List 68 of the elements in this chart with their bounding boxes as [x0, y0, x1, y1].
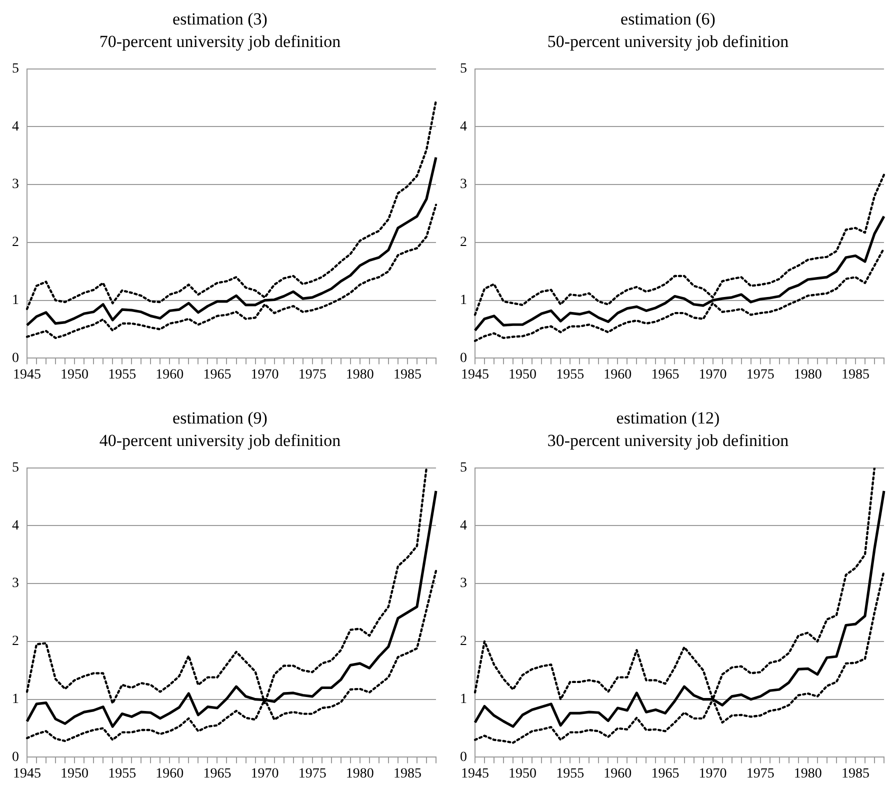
y-tick-label: 0: [460, 750, 467, 765]
chart-title: estimation (3): [172, 10, 268, 29]
y-tick-label: 3: [12, 576, 19, 592]
chart-title: estimation (9): [172, 408, 268, 428]
x-tick-label: 1965: [651, 766, 680, 782]
x-tick-label: 1950: [508, 766, 537, 782]
x-tick-label: 1970: [250, 367, 279, 382]
y-tick-label: 4: [12, 518, 19, 534]
x-tick-label: 1945: [13, 367, 41, 382]
x-tick-label: 1975: [298, 766, 326, 782]
x-tick-label: 1985: [841, 766, 870, 782]
chart-title: estimation (6): [620, 10, 716, 29]
x-tick-label: 1960: [604, 367, 632, 382]
x-tick-label: 1945: [13, 766, 41, 782]
y-tick-label: 1: [12, 292, 19, 308]
x-tick-label: 1965: [203, 766, 232, 782]
y-tick-label: 2: [12, 235, 19, 250]
x-tick-label: 1955: [556, 766, 584, 782]
x-tick-label: 1970: [698, 766, 727, 782]
y-tick-label: 0: [460, 350, 467, 366]
y-tick-label: 4: [12, 119, 19, 134]
x-tick-label: 1970: [698, 367, 727, 382]
x-tick-label: 1960: [604, 766, 632, 782]
y-tick-label: 3: [12, 177, 19, 192]
chart-subtitle: 50-percent university job definition: [547, 32, 790, 52]
chart-subtitle: 40-percent university job definition: [99, 431, 342, 450]
x-tick-label: 1975: [298, 367, 326, 382]
y-tick-label: 2: [460, 235, 467, 250]
y-tick-label: 1: [12, 692, 19, 707]
y-tick-label: 3: [460, 576, 467, 592]
x-tick-label: 1985: [841, 367, 870, 382]
x-tick-label: 1950: [508, 367, 537, 382]
x-tick-label: 1970: [250, 766, 279, 782]
y-tick-label: 3: [460, 177, 467, 192]
y-tick-label: 5: [12, 61, 19, 76]
y-tick-label: 0: [12, 350, 19, 366]
x-tick-label: 1945: [461, 367, 489, 382]
y-tick-label: 1: [460, 292, 467, 308]
y-tick-label: 4: [460, 518, 467, 534]
chart-title: estimation (12): [616, 408, 720, 428]
x-tick-label: 1985: [393, 367, 422, 382]
y-tick-label: 0: [12, 750, 19, 765]
y-tick-label: 1: [460, 692, 467, 707]
x-tick-label: 1950: [60, 367, 89, 382]
y-tick-label: 5: [460, 61, 467, 76]
x-tick-label: 1980: [346, 766, 374, 782]
x-tick-label: 1965: [651, 367, 680, 382]
x-tick-label: 1965: [203, 367, 232, 382]
x-tick-label: 1980: [794, 367, 822, 382]
y-tick-label: 2: [12, 634, 19, 650]
x-tick-label: 1985: [393, 766, 422, 782]
x-tick-label: 1960: [156, 766, 184, 782]
x-tick-label: 1955: [108, 367, 136, 382]
y-tick-label: 5: [460, 460, 467, 476]
x-tick-label: 1975: [746, 766, 774, 782]
y-tick-label: 2: [460, 634, 467, 650]
x-tick-label: 1955: [108, 766, 136, 782]
x-tick-label: 1960: [156, 367, 184, 382]
x-tick-label: 1955: [556, 367, 584, 382]
chart-subtitle: 70-percent university job definition: [99, 32, 342, 52]
x-tick-label: 1980: [346, 367, 374, 382]
y-tick-label: 5: [12, 460, 19, 476]
x-tick-label: 1975: [746, 367, 774, 382]
chart-subtitle: 30-percent university job definition: [547, 431, 790, 450]
x-tick-label: 1950: [60, 766, 89, 782]
x-tick-label: 1945: [461, 766, 489, 782]
x-tick-label: 1980: [794, 766, 822, 782]
y-tick-label: 4: [460, 119, 467, 134]
